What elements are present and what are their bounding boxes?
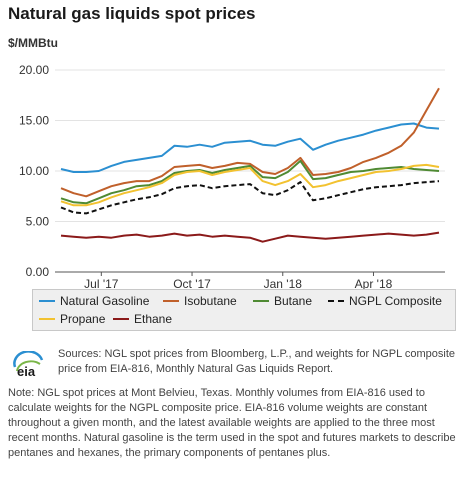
legend-item-butane: Butane bbox=[253, 294, 312, 308]
legend-swatch bbox=[253, 300, 269, 302]
legend-swatch bbox=[113, 318, 129, 320]
source-note: Sources: NGL spot prices from Bloomberg,… bbox=[58, 348, 455, 375]
y-axis-label: $/MMBtu bbox=[8, 36, 58, 50]
svg-text:eia: eia bbox=[17, 364, 36, 379]
legend-swatch bbox=[39, 300, 55, 302]
series-line-ethane bbox=[60, 231, 440, 243]
chart-title: Natural gas liquids spot prices bbox=[8, 4, 256, 23]
series-line-propane bbox=[60, 163, 440, 207]
legend-item-isobutane: Isobutane bbox=[163, 294, 237, 308]
series-line-natural-gasoline bbox=[60, 122, 440, 173]
legend-swatch bbox=[163, 300, 179, 302]
chart-plot: $/MMBtu 0.00 5.00 10.00 15.00 20.00 Jul '17 O… bbox=[8, 36, 445, 290]
series-line-butane bbox=[60, 159, 440, 205]
x-tick-label: Jan '18 bbox=[264, 277, 303, 290]
y-tick-label: 0.00 bbox=[26, 265, 50, 279]
legend-label: Butane bbox=[274, 294, 313, 308]
y-tick-label: 20.00 bbox=[19, 63, 49, 77]
eia-logo: eia bbox=[13, 351, 44, 379]
chart-legend: Natural Gasoline Isobutane Butane NGPL C… bbox=[32, 289, 456, 331]
legend-item-ngpl-composite: NGPL Composite bbox=[328, 294, 442, 308]
legend-item-ethane: Ethane bbox=[113, 312, 172, 326]
series-line-isobutane bbox=[60, 87, 440, 198]
x-tick-label: Jul '17 bbox=[84, 277, 119, 290]
legend-item-natural-gasoline: Natural Gasoline bbox=[39, 294, 149, 308]
y-tick-label: 5.00 bbox=[26, 215, 50, 229]
legend-item-propane: Propane bbox=[39, 312, 105, 326]
y-tick-label: 15.00 bbox=[19, 114, 49, 128]
legend-label: Propane bbox=[60, 312, 106, 326]
legend-swatch bbox=[39, 318, 55, 320]
legend-label: Ethane bbox=[134, 312, 173, 326]
legend-label: NGPL Composite bbox=[349, 294, 442, 308]
x-tick-label: Apr '18 bbox=[355, 277, 393, 290]
legend-swatch bbox=[328, 300, 344, 302]
legend-label: Isobutane bbox=[184, 294, 237, 308]
legend-label: Natural Gasoline bbox=[60, 294, 150, 308]
x-tick-label: Oct '17 bbox=[173, 277, 211, 290]
series-line-ngpl-composite bbox=[60, 180, 440, 215]
y-tick-label: 10.00 bbox=[19, 164, 49, 178]
chart-note: Note: NGL spot prices at Mont Belvieu, T… bbox=[8, 387, 456, 459]
